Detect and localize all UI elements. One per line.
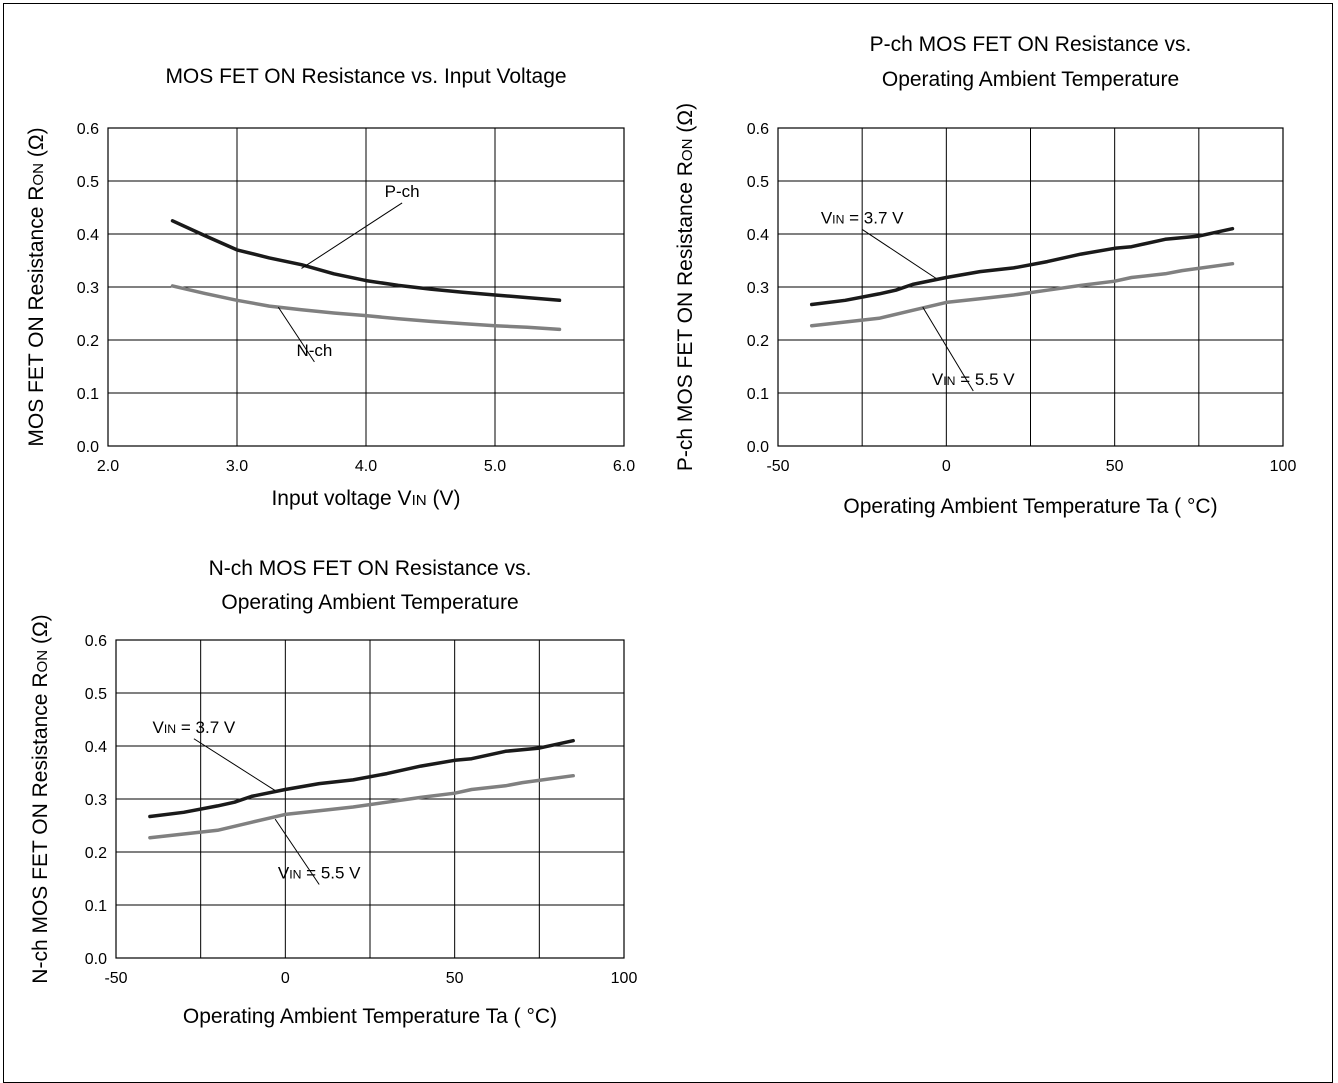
series-line-upper — [148, 738, 575, 819]
annotation-leader-line — [861, 228, 937, 279]
y-tick-label: 0.6 — [77, 121, 99, 138]
x-tick-label: 100 — [1270, 458, 1297, 475]
y-tick-label: 0.0 — [77, 439, 99, 456]
y-tick-label: 0.2 — [747, 333, 769, 350]
chart-title: Operating Ambient Temperature — [221, 591, 518, 614]
plot-area — [107, 127, 625, 447]
x-tick-label: 6.0 — [613, 458, 635, 475]
series-line-upper — [170, 219, 562, 303]
x-tick-label: 50 — [446, 970, 464, 987]
annotation-label: VIN = 3.7 V — [821, 208, 904, 227]
series-line-lower — [170, 284, 562, 332]
plot-area — [115, 639, 625, 959]
chart-1: MOS FET ON Resistance vs. Input Voltage 0… — [25, 65, 635, 510]
annotation-label: VIN = 3.7 V — [153, 718, 236, 737]
y-tick-label: 0.0 — [747, 439, 769, 456]
x-tick-label: -50 — [104, 970, 127, 987]
chart-title: Operating Ambient Temperature — [882, 68, 1179, 91]
y-tick-label: 0.3 — [747, 280, 769, 297]
x-tick-label: 2.0 — [97, 458, 119, 475]
annotation-leader-line — [301, 202, 403, 269]
y-tick-label: 0.6 — [85, 633, 107, 650]
plot-area — [777, 127, 1284, 447]
x-tick-label: 50 — [1106, 458, 1124, 475]
x-tick-label: 0 — [281, 970, 290, 987]
x-tick-label: 100 — [611, 970, 638, 987]
series-line-upper — [809, 226, 1235, 307]
annotation-label: N-ch — [296, 341, 332, 360]
annotation-leader-line — [274, 818, 320, 885]
y-tick-label: 0.5 — [747, 174, 769, 191]
annotation-leader-line — [277, 306, 315, 363]
y-tick-label: 0.4 — [77, 227, 99, 244]
annotation-leader-line — [922, 306, 974, 392]
x-tick-label: 3.0 — [226, 458, 248, 475]
chart-title: N-ch MOS FET ON Resistance vs. — [209, 557, 532, 580]
chart-2: P-ch MOS FET ON Resistance vs. Operating … — [674, 33, 1296, 518]
x-axis-label: Operating Ambient Temperature Ta ( °C) — [843, 495, 1217, 518]
y-tick-label: 0.1 — [77, 386, 99, 403]
x-tick-label: 4.0 — [355, 458, 377, 475]
y-tick-label: 0.3 — [85, 792, 107, 809]
y-tick-label: 0.3 — [77, 280, 99, 297]
y-tick-label: 0.1 — [747, 386, 769, 403]
y-tick-label: 0.4 — [85, 739, 107, 756]
annotation-label: P-ch — [385, 182, 420, 201]
annotation-label: VIN = 5.5 V — [278, 864, 361, 883]
annotation-leader-line — [193, 738, 276, 791]
y-tick-label: 0.4 — [747, 227, 769, 244]
chart-title: P-ch MOS FET ON Resistance vs. — [870, 33, 1192, 56]
y-tick-label: 0.0 — [85, 951, 107, 968]
x-axis-label: Input voltage VIN (V) — [271, 487, 460, 510]
x-tick-label: -50 — [766, 458, 789, 475]
y-tick-label: 0.5 — [77, 174, 99, 191]
series-line-lower — [809, 261, 1235, 328]
y-axis-label: P-ch MOS FET ON Resistance RON (Ω) — [674, 103, 697, 471]
series-line-lower — [148, 773, 575, 840]
x-tick-label: 0 — [942, 458, 951, 475]
y-axis-label: MOS FET ON Resistance RON (Ω) — [25, 127, 48, 446]
annotation-label: VIN = 5.5 V — [932, 370, 1015, 389]
y-axis-label: N-ch MOS FET ON Resistance RON (Ω) — [29, 614, 52, 983]
chart-title: MOS FET ON Resistance vs. Input Voltage — [165, 65, 566, 88]
x-axis-label: Operating Ambient Temperature Ta ( °C) — [183, 1005, 557, 1028]
y-tick-label: 0.5 — [85, 686, 107, 703]
chart-3: N-ch MOS FET ON Resistance vs. Operating … — [29, 557, 637, 1028]
y-tick-label: 0.2 — [77, 333, 99, 350]
y-tick-label: 0.2 — [85, 845, 107, 862]
y-tick-label: 0.6 — [747, 121, 769, 138]
x-tick-label: 5.0 — [484, 458, 506, 475]
y-tick-label: 0.1 — [85, 898, 107, 915]
